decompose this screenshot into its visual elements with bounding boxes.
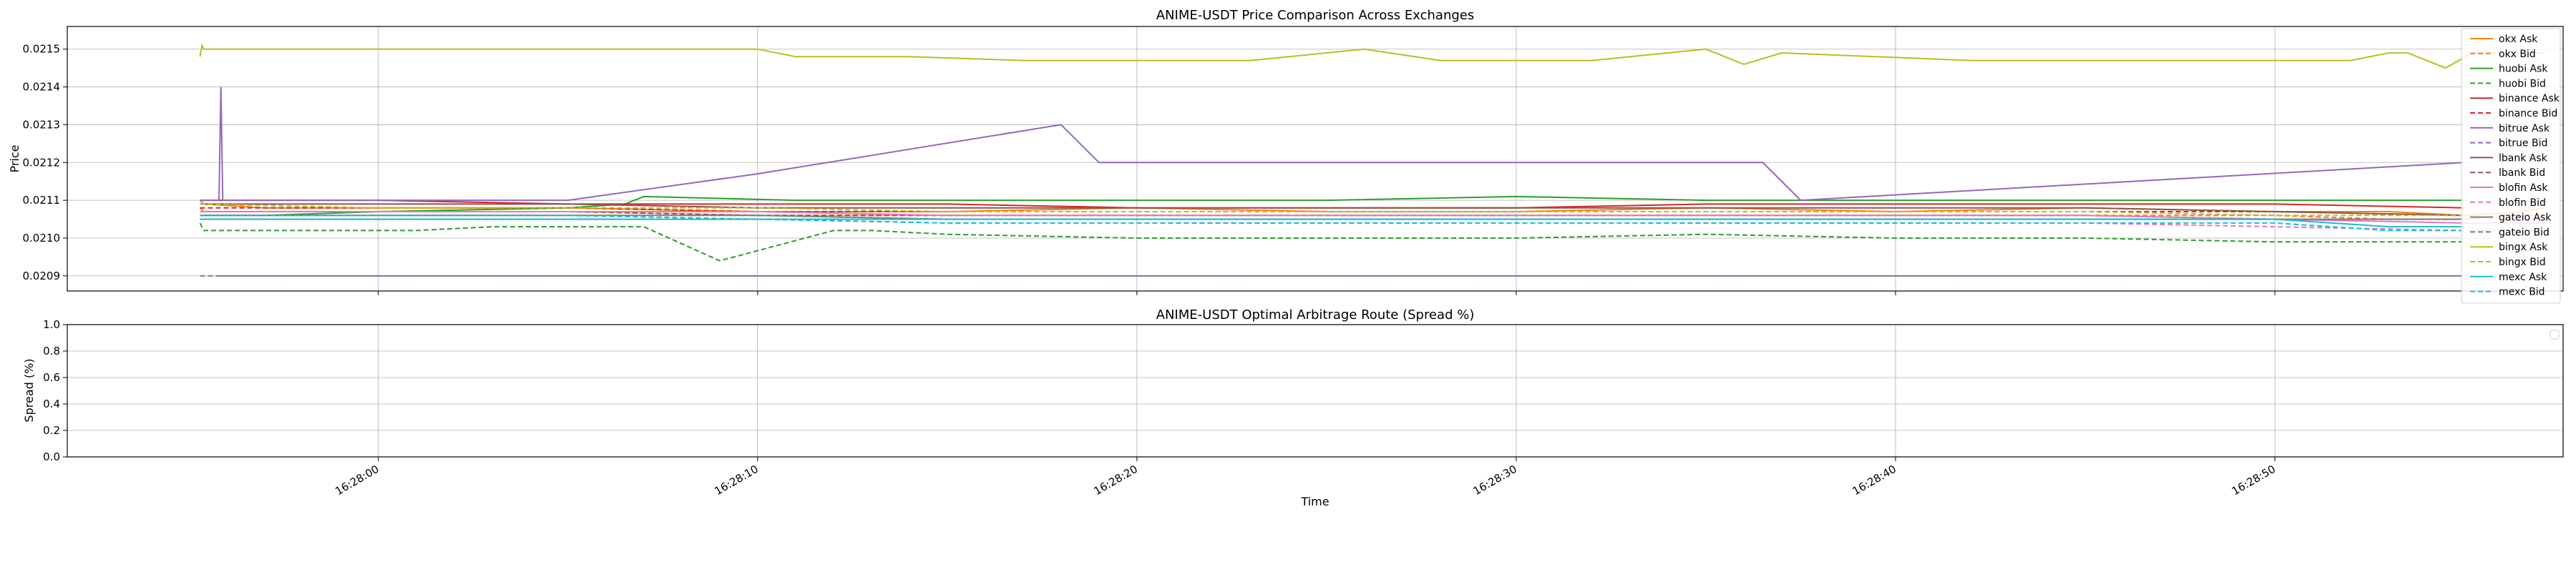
price-y-tick-label: 0.0211 (23, 194, 61, 207)
spread-x-tick-label: 16:28:50 (2230, 463, 2278, 498)
spread-chart-y-ticks: 0.0 0.2 0.4 0.6 0.8 1.0 (43, 318, 67, 463)
spread-x-tick-label: 16:28:00 (333, 463, 381, 498)
legend-label: huobi Ask (2499, 64, 2548, 75)
legend-label: mexc Bid (2499, 287, 2545, 298)
price-comparison-chart: ANIME-USDT Price Comparison Across Excha… (8, 8, 2564, 304)
legend-frame (2461, 28, 2561, 304)
series-line-huobi-ask (200, 195, 2465, 217)
spread-chart-x-ticks: 16:28:00 16:28:10 16:28:20 16:28:30 16:28:40… (333, 457, 2278, 498)
price-y-tick-label: 0.0213 (23, 118, 61, 131)
price-y-tick-label: 0.0214 (23, 81, 61, 94)
spread-x-tick-label: 16:28:30 (1471, 463, 1519, 498)
legend-label: bingx Bid (2499, 257, 2546, 268)
series-line-mexc-bid (200, 214, 2465, 232)
price-y-tick-label: 0.0212 (23, 156, 61, 169)
spread-chart-x-label: Time (1300, 495, 1329, 508)
legend-label: lbank Ask (2499, 152, 2548, 164)
arbitrage-spread-chart: ANIME-USDT Optimal Arbitrage Route (Spre… (22, 307, 2564, 508)
spread-y-tick-label: 0.6 (43, 371, 60, 384)
series-line-lbank-ask (200, 203, 2465, 217)
legend-label: gateio Bid (2499, 227, 2550, 238)
price-chart-series (199, 43, 2545, 277)
series-line-bingx-bid (200, 203, 2465, 217)
price-chart-y-label: Price (8, 144, 21, 172)
series-line-bingx-ask (199, 43, 2545, 69)
legend-label: bitrue Bid (2499, 138, 2547, 149)
spread-y-tick-label: 0.2 (43, 424, 60, 437)
legend-label: okx Ask (2499, 34, 2538, 45)
price-y-tick-label: 0.0210 (23, 232, 61, 245)
spread-x-tick-label: 16:28:20 (1092, 463, 1140, 498)
legend-label: binance Ask (2499, 93, 2560, 104)
legend-label: blofin Bid (2499, 197, 2546, 209)
series-line-mexc-ask (200, 218, 2465, 228)
legend-label: gateio Ask (2499, 212, 2552, 224)
spread-y-tick-label: 0.0 (43, 450, 60, 463)
price-y-tick-label: 0.0215 (23, 43, 61, 56)
spread-y-tick-label: 1.0 (43, 318, 60, 331)
spread-chart-empty-legend (2550, 330, 2560, 340)
series-line-blofin-ask (200, 211, 2545, 224)
spread-chart-title: ANIME-USDT Optimal Arbitrage Route (Spre… (1156, 307, 1475, 322)
spread-y-tick-label: 0.4 (43, 398, 60, 410)
spread-x-tick-label: 16:28:40 (1850, 463, 1898, 498)
legend-label: blofin Ask (2499, 182, 2548, 194)
price-chart-frame (67, 26, 2564, 292)
series-line-blofin-bid (200, 218, 2545, 232)
legend-label: binance Bid (2499, 108, 2557, 119)
spread-chart-grid (67, 324, 2563, 458)
price-chart-title: ANIME-USDT Price Comparison Across Excha… (1156, 8, 1475, 23)
legend-label: lbank Bid (2499, 167, 2545, 179)
legend-label: okx Bid (2499, 49, 2536, 60)
legend-label: bitrue Ask (2499, 123, 2550, 134)
series-line-huobi-bid (199, 222, 2465, 262)
price-chart-x-ticks (378, 291, 2275, 295)
legend: okx Ask okx Bid huobi Ask huobi Bid binance … (2461, 28, 2561, 304)
price-chart-grid (67, 26, 2563, 291)
legend-label: huobi Bid (2499, 78, 2546, 89)
spread-chart-frame (67, 324, 2564, 458)
legend-label: mexc Ask (2499, 272, 2547, 283)
price-y-tick-label: 0.0209 (23, 270, 61, 282)
spread-chart-y-label: Spread (%) (22, 358, 36, 422)
series-line-bitrue-ask (200, 87, 2465, 202)
spread-x-tick-label: 16:28:10 (712, 463, 760, 498)
price-chart-y-ticks: 0.0209 0.0210 0.0211 0.0212 0.0213 0.0214 0.02… (23, 43, 67, 282)
spread-y-tick-label: 0.8 (43, 345, 60, 358)
legend-label: bingx Ask (2499, 242, 2548, 253)
